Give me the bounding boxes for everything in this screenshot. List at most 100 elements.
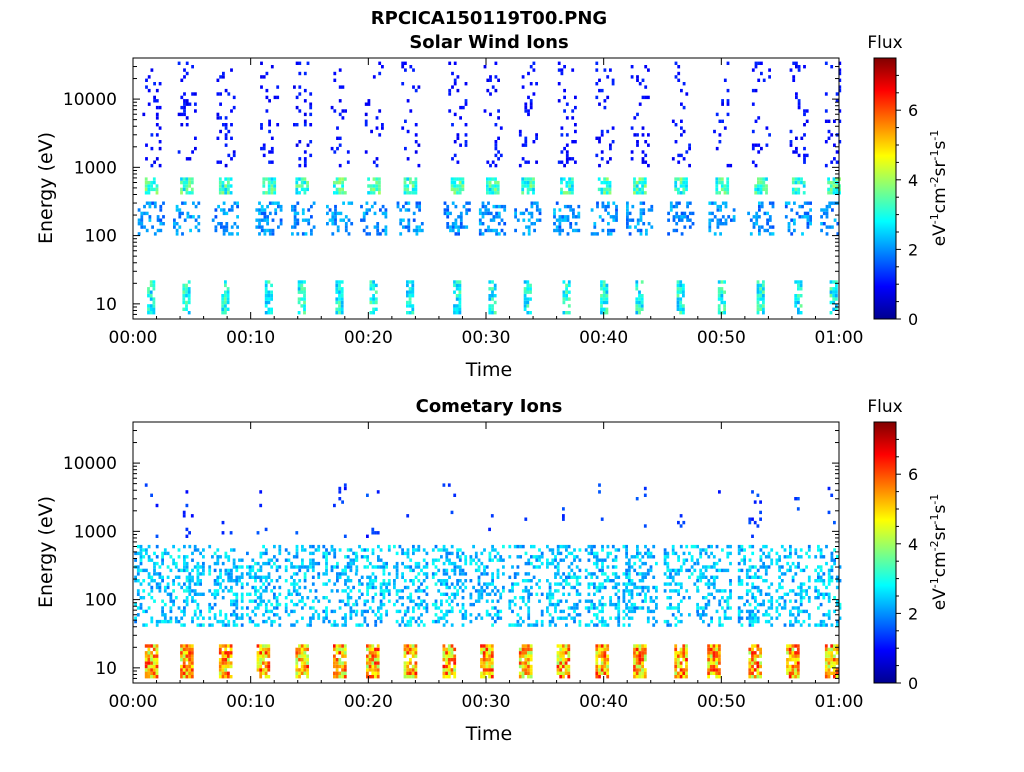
- heatmap-cell: [309, 113, 312, 116]
- heatmap-cell: [792, 658, 795, 661]
- heatmap-cell: [803, 181, 806, 184]
- heatmap-cell: [797, 648, 800, 651]
- heatmap-cell: [462, 181, 465, 184]
- heatmap-cell: [642, 150, 645, 153]
- heatmap-cell: [180, 668, 183, 671]
- heatmap-cell: [468, 208, 471, 211]
- heatmap-cell: [609, 147, 612, 150]
- heatmap-cell: [524, 140, 527, 143]
- heatmap-cell: [747, 212, 750, 215]
- heatmap-cell: [641, 579, 644, 582]
- heatmap-cell: [682, 304, 685, 307]
- heatmap-cell: [350, 569, 353, 572]
- heatmap-cell: [612, 565, 615, 568]
- heatmap-cell: [345, 225, 348, 228]
- heatmap-cell: [406, 514, 409, 517]
- heatmap-cell: [355, 555, 358, 558]
- heatmap-cell: [325, 606, 328, 609]
- heatmap-cell: [178, 208, 181, 211]
- heatmap-cell: [746, 582, 749, 585]
- heatmap-cell: [459, 280, 462, 283]
- heatmap-cell: [561, 215, 564, 218]
- heatmap-cell: [197, 565, 200, 568]
- heatmap-cell: [685, 569, 688, 572]
- heatmap-cell: [222, 589, 225, 592]
- heatmap-cell: [711, 212, 714, 215]
- heatmap-cell: [655, 589, 658, 592]
- heatmap-cell: [385, 582, 388, 585]
- heatmap-cell: [478, 569, 481, 572]
- heatmap-cell: [558, 68, 561, 71]
- heatmap-cell: [298, 569, 301, 572]
- heatmap-cell: [150, 596, 153, 599]
- heatmap-cell: [265, 280, 268, 283]
- heatmap-cell: [222, 521, 225, 524]
- heatmap-cell: [426, 565, 429, 568]
- heatmap-cell: [792, 672, 795, 675]
- heatmap-cell: [456, 565, 459, 568]
- heatmap-cell: [331, 219, 334, 222]
- heatmap-cell: [527, 613, 530, 616]
- heatmap-cell: [524, 648, 527, 651]
- heatmap-cell: [145, 668, 148, 671]
- heatmap-cell: [423, 606, 426, 609]
- heatmap-cell: [598, 164, 601, 167]
- heatmap-cell: [172, 582, 175, 585]
- heatmap-cell: [565, 658, 568, 661]
- heatmap-cell: [511, 600, 514, 603]
- heatmap-cell: [527, 675, 530, 678]
- heatmap-cell: [306, 648, 309, 651]
- heatmap-cell: [525, 586, 528, 589]
- heatmap-cell: [644, 576, 647, 579]
- heatmap-cell: [717, 225, 720, 228]
- heatmap-cell: [369, 606, 372, 609]
- heatmap-cell: [757, 576, 760, 579]
- heatmap-cell: [409, 191, 412, 194]
- heatmap-cell: [573, 586, 576, 589]
- heatmap-cell: [366, 661, 369, 664]
- heatmap-cell: [639, 672, 642, 675]
- heatmap-cell: [366, 655, 369, 658]
- heatmap-cell: [259, 675, 262, 678]
- heatmap-cell: [309, 140, 312, 143]
- heatmap-cell: [180, 177, 183, 180]
- heatmap-cell: [451, 672, 454, 675]
- heatmap-cell: [258, 202, 261, 205]
- heatmap-cell: [301, 672, 304, 675]
- heatmap-cell: [675, 589, 678, 592]
- heatmap-cell: [565, 287, 568, 290]
- heatmap-cell: [535, 623, 538, 626]
- heatmap-cell: [296, 565, 299, 568]
- heatmap-cell: [778, 582, 781, 585]
- heatmap-cell: [194, 548, 197, 551]
- heatmap-cell: [396, 600, 399, 603]
- heatmap-cell: [262, 582, 265, 585]
- heatmap-cell: [557, 668, 560, 671]
- heatmap-cell: [293, 582, 296, 585]
- heatmap-cell: [265, 668, 268, 671]
- heatmap-cell: [334, 215, 337, 218]
- heatmap-cell: [609, 617, 612, 620]
- heatmap-cell: [752, 147, 755, 150]
- heatmap-cell: [374, 675, 377, 678]
- heatmap-cell: [307, 222, 310, 225]
- heatmap-cell: [285, 565, 288, 568]
- heatmap-cell: [383, 569, 386, 572]
- heatmap-cell: [568, 181, 571, 184]
- heatmap-cell: [497, 191, 500, 194]
- heatmap-cell: [719, 222, 722, 225]
- heatmap-cell: [792, 177, 795, 180]
- heatmap-cell: [612, 202, 615, 205]
- heatmap-cell: [535, 137, 538, 140]
- heatmap-cell: [249, 617, 252, 620]
- heatmap-cell: [137, 606, 140, 609]
- heatmap-cell: [637, 222, 640, 225]
- heatmap-cell: [564, 205, 567, 208]
- heatmap-cell: [677, 658, 680, 661]
- heatmap-cell: [625, 545, 628, 548]
- heatmap-cell: [183, 514, 186, 517]
- heatmap-cell: [825, 92, 828, 95]
- heatmap-cell: [267, 644, 270, 647]
- heatmap-cell: [432, 576, 435, 579]
